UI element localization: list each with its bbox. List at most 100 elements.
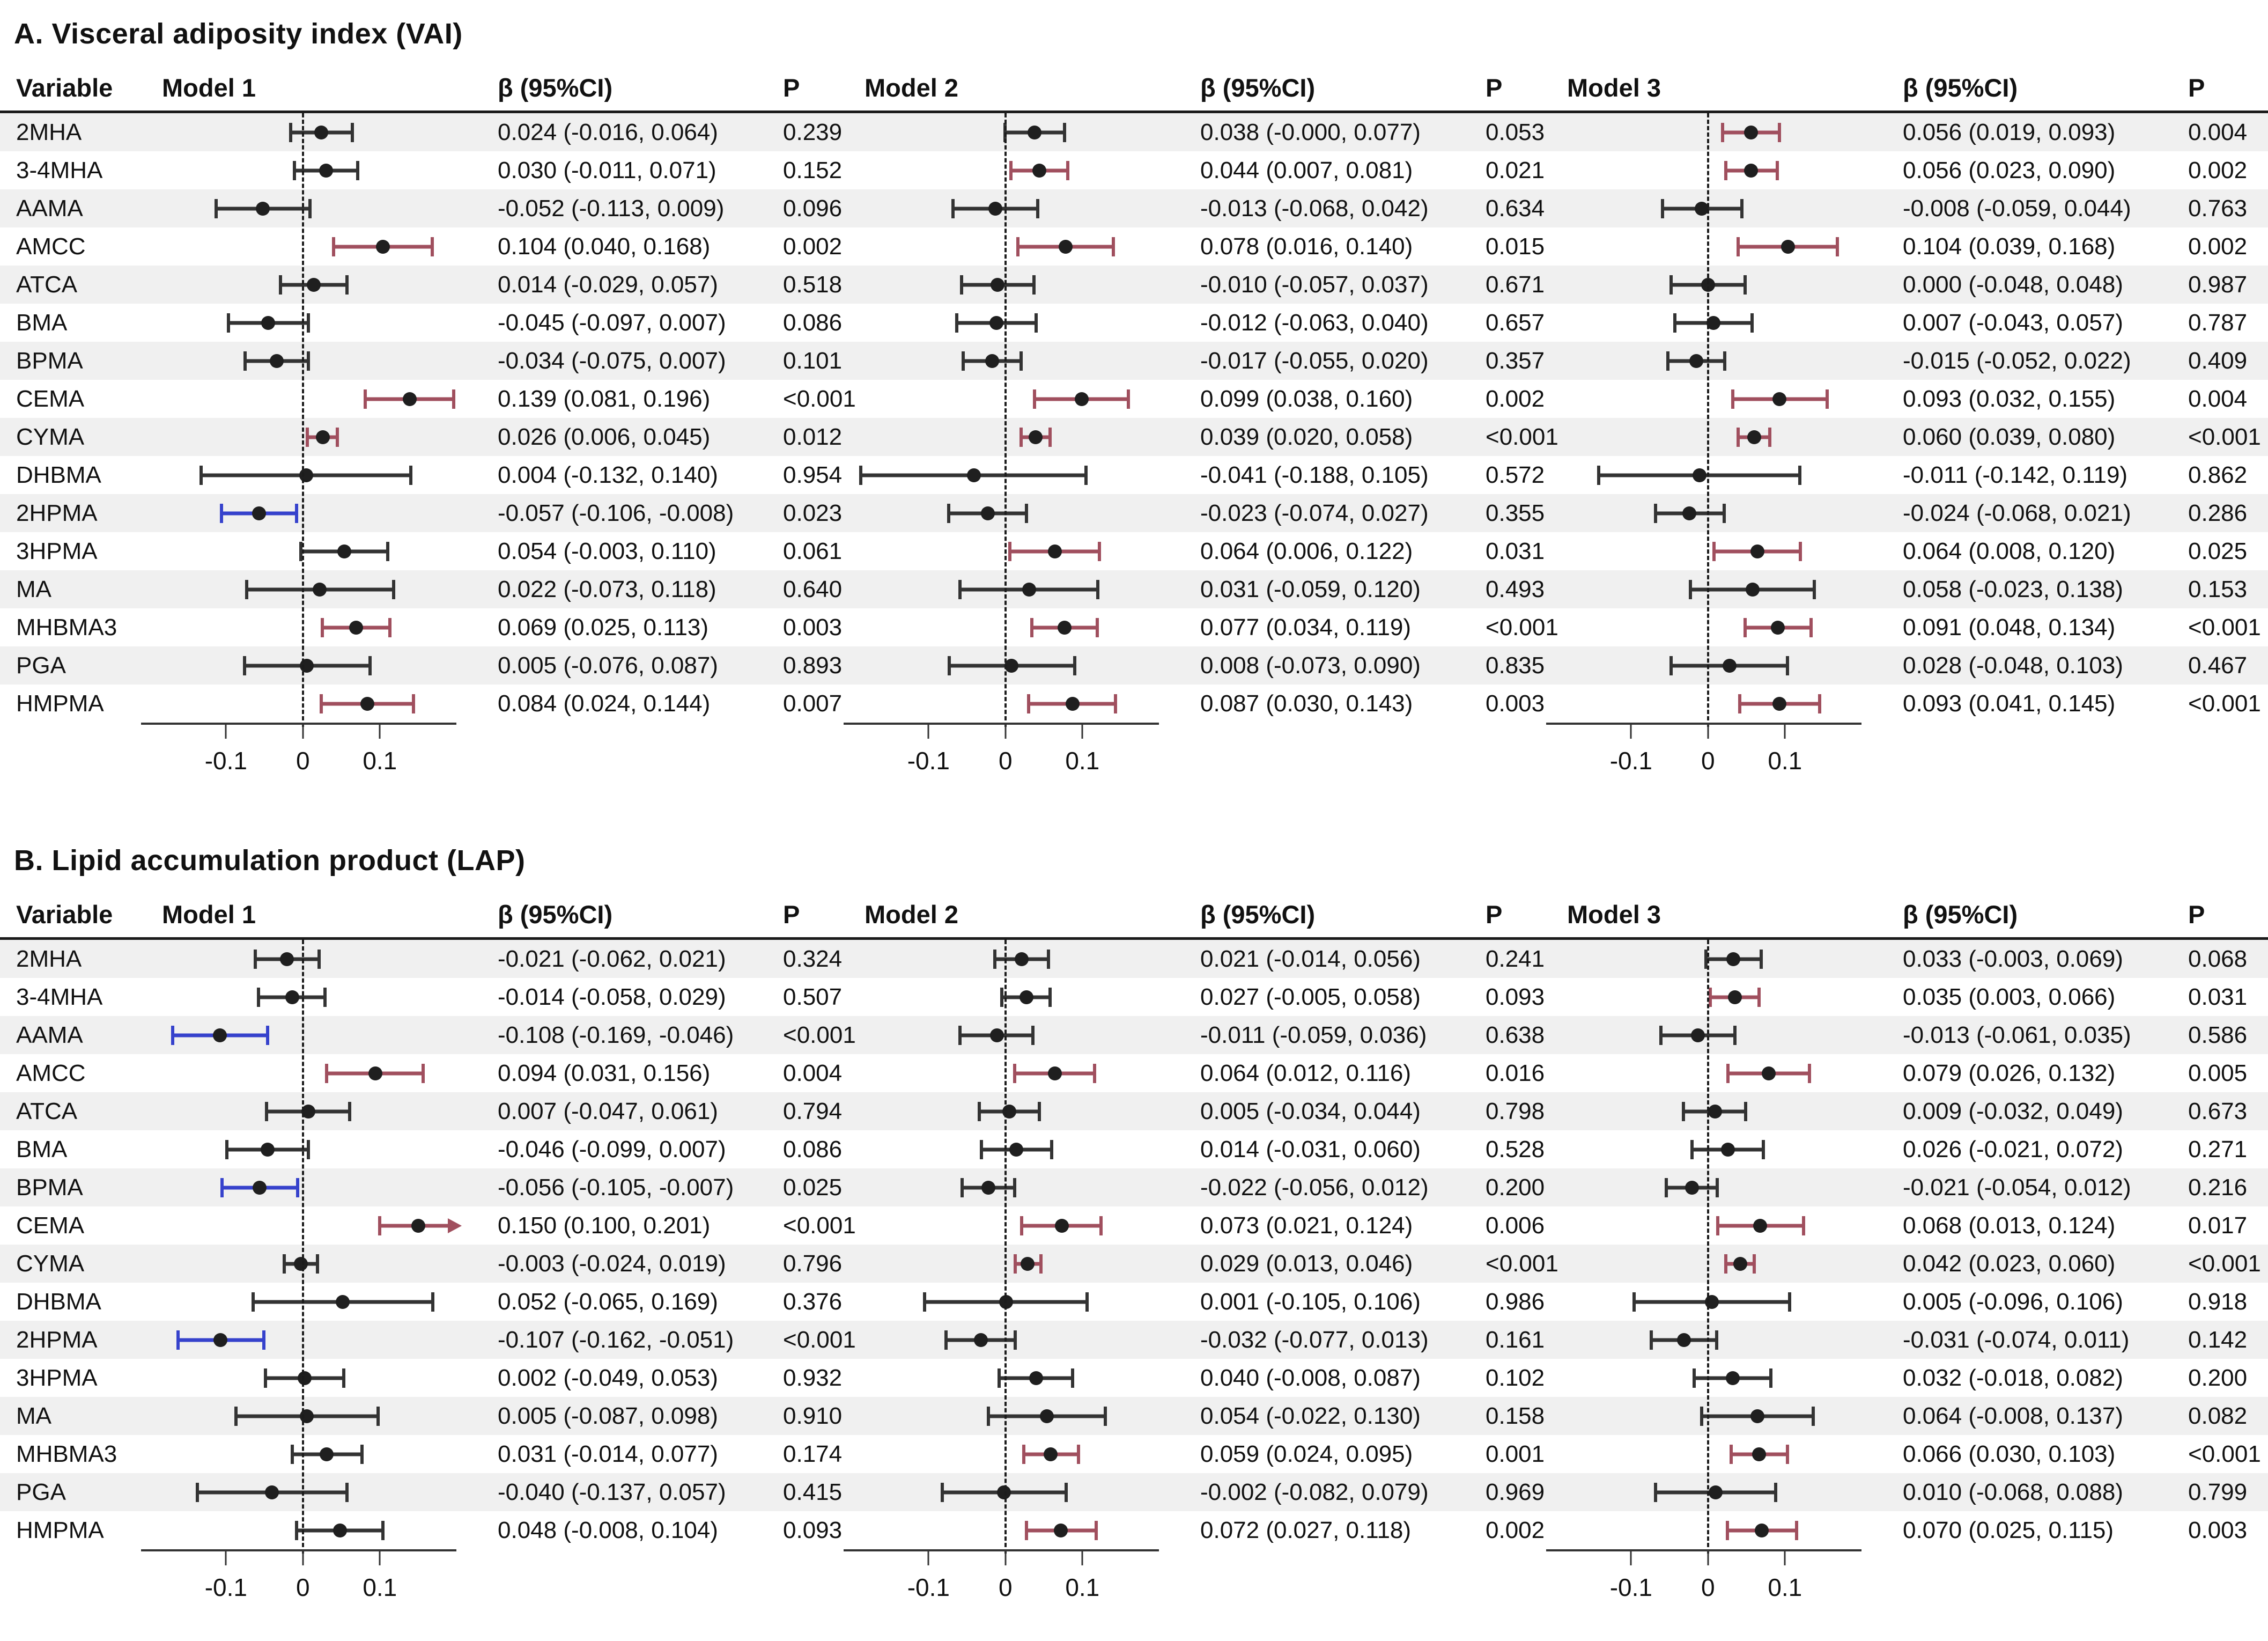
forest-table-B: Variable Model 1 β (95%CI) P Model 2 β (95%CI… [0, 891, 2268, 1630]
forest-cell-model-2 [837, 227, 1191, 266]
p-value: 0.012 [783, 423, 843, 450]
table-row: 3HPMA 0.002 (-0.049, 0.053) 0.932 0.040 (-0… [0, 1359, 2268, 1397]
ci-lower-cap [960, 275, 964, 295]
x-axis-tick [1081, 725, 1083, 739]
ci-upper-cap [1785, 1444, 1789, 1464]
beta-point-marker [1728, 990, 1742, 1004]
beta-ci-value: -0.021 (-0.062, 0.021) [498, 945, 726, 972]
beta-point-marker [333, 1523, 347, 1537]
p-value: 0.068 [2188, 945, 2248, 972]
forest-cell-model-1 [134, 608, 488, 646]
p-value: 0.158 [1486, 1402, 1545, 1429]
ci-upper-cap [421, 1063, 425, 1083]
ci-lower-cap [1016, 237, 1020, 256]
ci-upper-cap [1752, 1254, 1756, 1274]
beta-point-marker [1032, 163, 1046, 178]
p-value: 0.025 [783, 1174, 843, 1201]
table-row: CYMA -0.003 (-0.024, 0.019) 0.796 0.029 (0.… [0, 1245, 2268, 1283]
ci-upper-cap [1778, 122, 1782, 142]
p-value: 0.286 [2188, 499, 2248, 526]
p-value: <0.001 [2188, 1440, 2261, 1467]
forest-cell-model-3 [1539, 532, 1893, 570]
beta-point-marker [376, 239, 390, 254]
ci-upper-cap [1715, 1330, 1718, 1350]
beta-ci-value: -0.013 (-0.068, 0.042) [1200, 195, 1429, 222]
ci-lower-cap [1743, 617, 1747, 637]
table-row: 2HPMA -0.107 (-0.162, -0.051) <0.001 -0.032… [0, 1321, 2268, 1359]
ci-upper-cap [356, 160, 359, 180]
beta-ci-value: -0.015 (-0.052, 0.022) [1903, 347, 2131, 374]
table-row: AAMA -0.052 (-0.113, 0.009) 0.096 -0.013 (-… [0, 189, 2268, 227]
x-axis-tick [927, 725, 929, 739]
beta-ci-value: 0.066 (0.030, 0.103) [1903, 1440, 2116, 1467]
column-header-model-2: Model 2 [865, 900, 958, 929]
ci-lower-cap [1726, 1063, 1730, 1083]
ci-lower-cap [1030, 617, 1033, 637]
zero-reference-line-model-1 [301, 113, 304, 727]
beta-ci-value: 0.070 (0.025, 0.115) [1903, 1517, 2114, 1543]
beta-point-marker [1722, 658, 1737, 673]
forest-cell-model-2 [837, 1130, 1191, 1168]
beta-point-marker [966, 468, 981, 482]
beta-ci-value: -0.012 (-0.063, 0.040) [1200, 309, 1429, 336]
beta-point-marker [1726, 952, 1741, 966]
ci-lower-cap [171, 1025, 175, 1045]
beta-ci-value: 0.068 (0.013, 0.124) [1903, 1212, 2116, 1239]
ci-lower-cap [243, 351, 247, 371]
p-value: 0.002 [2188, 157, 2248, 183]
beta-ci-value: 0.064 (0.012, 0.116) [1200, 1059, 1412, 1086]
ci-upper-cap [1750, 313, 1754, 333]
beta-ci-value: 0.033 (-0.003, 0.069) [1903, 945, 2123, 972]
zero-reference-line-model-1 [301, 940, 304, 1554]
beta-ci-value: 0.150 (0.100, 0.201) [498, 1212, 711, 1239]
beta-ci-value: -0.041 (-0.188, 0.105) [1200, 461, 1429, 488]
column-header-variable: Variable [16, 900, 113, 929]
beta-point-marker [261, 315, 276, 330]
x-axis-tick [1707, 725, 1709, 739]
ci-upper-cap [409, 465, 412, 485]
p-value: 0.025 [2188, 538, 2248, 564]
x-axis-tick-label: 0 [999, 1573, 1013, 1601]
ci-upper-cap [1095, 1520, 1098, 1540]
p-value: 0.031 [1486, 538, 1545, 564]
x-axis-tick [1784, 725, 1786, 739]
ci-upper-cap [262, 1330, 265, 1350]
x-axis-line [1546, 723, 1862, 725]
forest-cell-model-3 [1539, 1130, 1893, 1168]
p-value: <0.001 [783, 385, 856, 412]
beta-ci-value: -0.045 (-0.097, 0.007) [498, 309, 726, 336]
ci-lower-cap [1013, 1063, 1017, 1083]
ci-upper-cap [1077, 1444, 1081, 1464]
p-value: 0.638 [1486, 1021, 1545, 1048]
beta-point-marker [1029, 1371, 1044, 1385]
p-value: 0.835 [1486, 652, 1545, 679]
p-value: <0.001 [2188, 690, 2261, 717]
ci-upper-cap [1799, 541, 1802, 561]
forest-cell-model-2 [837, 1168, 1191, 1206]
beta-point-marker [260, 1142, 275, 1157]
variable-label: AAMA [16, 1021, 83, 1048]
beta-ci-value: -0.014 (-0.058, 0.029) [498, 983, 726, 1010]
ci-lower-cap [295, 1520, 299, 1540]
ci-upper-cap [350, 122, 354, 142]
beta-point-marker [1028, 430, 1043, 444]
ci-upper-cap [1798, 465, 1801, 485]
variable-label: BMA [16, 309, 68, 336]
ci-upper-cap [1036, 198, 1040, 218]
ci-upper-cap [1013, 1178, 1017, 1197]
forest-cell-model-3 [1539, 1473, 1893, 1511]
variable-label: 3-4MHA [16, 983, 103, 1010]
table-row: 3-4MHA 0.030 (-0.011, 0.071) 0.152 0.044 (0… [0, 151, 2268, 189]
x-axis: -0.1 0 0.1 [837, 1549, 1191, 1630]
beta-ci-value: 0.054 (-0.022, 0.130) [1200, 1402, 1421, 1429]
beta-ci-value: -0.011 (-0.059, 0.036) [1200, 1021, 1427, 1048]
beta-ci-value: -0.024 (-0.068, 0.021) [1903, 499, 2131, 526]
ci-lower-cap [1020, 1216, 1023, 1235]
p-value: 0.796 [783, 1250, 843, 1277]
ci-lower-cap [987, 1406, 991, 1426]
beta-ci-value: 0.054 (-0.003, 0.110) [498, 538, 716, 564]
beta-point-marker [403, 392, 417, 406]
forest-cell-model-1 [134, 1054, 488, 1092]
column-header-model-3: Model 3 [1567, 900, 1661, 929]
